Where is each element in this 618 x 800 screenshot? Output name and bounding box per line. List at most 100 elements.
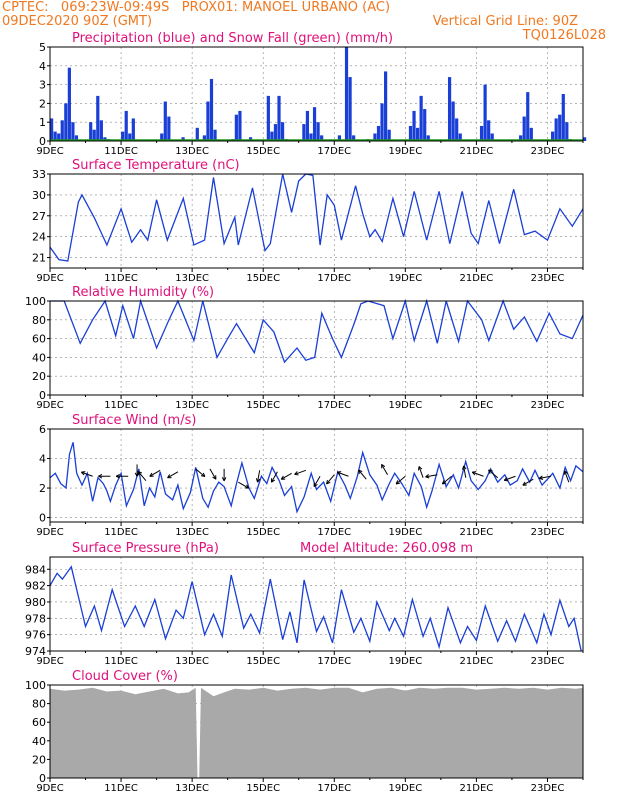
precip-bar — [128, 133, 132, 141]
precip-bar — [181, 137, 185, 141]
wind-arrow — [326, 474, 335, 485]
y-tick-label: 20 — [32, 370, 46, 383]
panel-title: Relative Humidity (%) — [72, 285, 214, 300]
x-tick-label: 19DEC — [388, 783, 422, 794]
precip-bar — [423, 109, 427, 141]
header-grid-note: Vertical Grid Line: 90Z — [432, 14, 578, 29]
y-tick-label: 20 — [32, 753, 46, 766]
precip-bar — [519, 135, 523, 141]
x-tick-label: 13DEC — [175, 146, 209, 157]
precip-bar — [412, 110, 416, 141]
precip-bar — [248, 137, 253, 141]
precip-bar — [270, 131, 274, 141]
precip-bar — [583, 137, 587, 141]
precip-bar — [320, 135, 324, 141]
y-tick-label: 976 — [25, 629, 46, 642]
y-tick-label: 0 — [39, 135, 46, 148]
precip-bar — [103, 137, 107, 141]
x-tick-label: 9DEC — [36, 273, 63, 284]
x-tick-label: 17DEC — [317, 400, 351, 411]
wind-arrow-head — [270, 478, 276, 483]
precip-bar — [348, 77, 352, 141]
plot-frame — [49, 173, 584, 269]
x-tick-label: 15DEC — [246, 146, 280, 157]
wind-arrow-head — [488, 469, 493, 474]
precip-bar — [558, 114, 562, 141]
precip-bar — [195, 127, 199, 141]
panel-title: Surface Temperature (nC) — [72, 158, 240, 173]
plot-frame — [49, 428, 584, 523]
precip-bar — [316, 122, 320, 141]
wind-arrow — [381, 464, 388, 476]
wind-arrow-head — [80, 471, 86, 476]
precip-bar — [131, 118, 135, 141]
x-tick-label: 21DEC — [460, 527, 494, 538]
y-tick-label: 27 — [32, 210, 46, 223]
precip-bar — [565, 122, 569, 141]
plot-frame — [49, 684, 584, 779]
x-tick-label: 15DEC — [246, 783, 280, 794]
x-tick-label: 23DEC — [531, 273, 565, 284]
precip-bar — [238, 110, 242, 141]
precip-bar — [96, 95, 100, 141]
wind-arrow — [137, 471, 147, 481]
precip-bar — [455, 118, 459, 141]
precip-bar — [305, 110, 310, 141]
panel-title: Surface Pressure (hPa) — [72, 541, 219, 556]
y-tick-label: 33 — [32, 168, 46, 181]
wind-arrow-head — [358, 469, 363, 475]
y-tick-label: 5 — [39, 41, 46, 54]
wind-arrow-head — [137, 471, 143, 476]
wind-arrow — [472, 471, 484, 477]
precip-bar — [273, 124, 278, 141]
header-location: CPTEC: 069:23W-09:49S PROX01: MANOEL URB… — [2, 0, 391, 15]
wind-arrow — [418, 466, 424, 478]
y-tick-label: 100 — [25, 295, 46, 308]
wind-arrow-head — [381, 463, 386, 469]
wind-arrow — [358, 469, 367, 480]
wind-arrow-head — [244, 484, 250, 489]
x-tick-label: 15DEC — [246, 527, 280, 538]
wind-arrow-head — [563, 470, 568, 475]
x-tick-label: 19DEC — [388, 146, 422, 157]
wind-arrow-head — [149, 472, 154, 477]
x-tick-label: 9DEC — [36, 400, 63, 411]
wind-arrow — [81, 471, 93, 477]
precip-bar — [60, 120, 64, 141]
wind-arrow-head — [167, 474, 172, 479]
precip-bar — [415, 127, 420, 141]
x-tick-label: 11DEC — [104, 783, 138, 794]
precip-bar — [302, 124, 306, 141]
x-tick-label: 13DEC — [175, 527, 209, 538]
precip-bar — [160, 133, 164, 141]
x-tick-label: 11DEC — [104, 146, 138, 157]
panel-1: 21 24 27 30 33 9DEC 11DEC 13DEC 15DEC 17DEC 19DEC 2… — [32, 158, 584, 284]
precip-bar — [522, 116, 526, 141]
precip-bar — [384, 71, 388, 141]
precip-bar — [419, 95, 423, 141]
y-tick-label: 24 — [32, 231, 46, 244]
wind-arrow — [209, 468, 217, 480]
precip-bar — [67, 67, 71, 141]
x-tick-label: 19DEC — [388, 527, 422, 538]
precip-bar — [99, 120, 103, 141]
wind-arrow-head — [280, 475, 286, 480]
precip-bar — [376, 125, 381, 141]
x-tick-label: 13DEC — [175, 400, 209, 411]
precip-bar — [206, 101, 210, 141]
y-tick-label: 0 — [39, 772, 46, 785]
wind-arrow — [395, 475, 406, 485]
wind-arrow — [149, 469, 161, 477]
precip-bar — [121, 131, 125, 141]
y-tick-label: 2 — [39, 482, 46, 495]
precip-bar — [373, 133, 377, 141]
panel-annotation: Model Altitude: 260.098 m — [300, 541, 473, 556]
x-tick-label: 9DEC — [36, 656, 63, 667]
x-tick-label: 11DEC — [104, 527, 138, 538]
panel-title: Surface Wind (m/s) — [72, 413, 196, 428]
wind-arrow — [167, 471, 179, 479]
series-line — [50, 298, 584, 364]
wind-arrow-head — [212, 475, 217, 480]
x-tick-label: 21DEC — [460, 656, 494, 667]
